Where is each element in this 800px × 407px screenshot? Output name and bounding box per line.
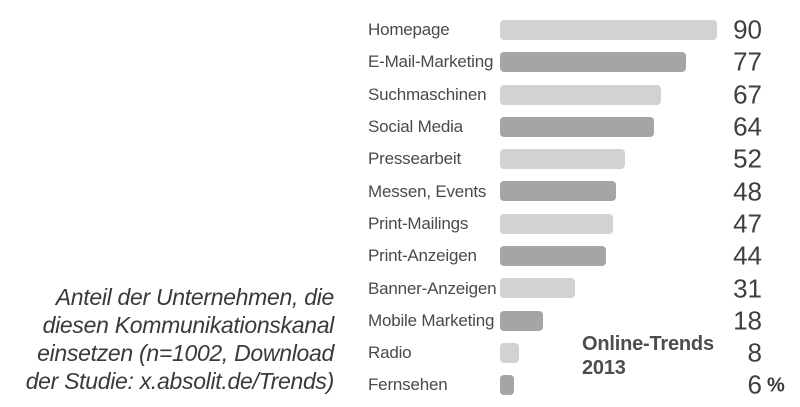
bar-row: Fernsehen 6% — [368, 369, 800, 401]
bar — [500, 213, 614, 234]
percent-unit-label: % — [767, 374, 785, 397]
bar-row: Pressearbeit 52 — [368, 143, 800, 175]
bar-label: Social Media — [368, 117, 463, 137]
bar-value-number: 48 — [733, 176, 762, 207]
bar-value: 52 — [726, 144, 762, 175]
bar-value-number: 67 — [733, 79, 762, 110]
bar-label: Pressearbeit — [368, 149, 462, 169]
caption-line: einsetzen (n=1002, Download — [37, 340, 334, 366]
trends-annotation-line1: Online-Trends — [582, 333, 714, 355]
bar-label: Messen, Events — [368, 181, 487, 201]
bar-row: Banner-Anzeigen 31 — [368, 272, 800, 304]
bar-value-number: 64 — [733, 111, 762, 142]
bar-row: Mobile Marketing 18 — [368, 305, 800, 337]
bar-value-number: 18 — [733, 305, 762, 336]
chart-caption: Anteil der Unternehmen, die diesen Kommu… — [0, 283, 335, 395]
bar-value-number: 31 — [733, 273, 762, 304]
bar-row: Suchmaschinen 67 — [368, 79, 800, 111]
bar-value-number: 6 — [747, 369, 762, 400]
bar-value: 67 — [726, 79, 762, 110]
bar-value: 64 — [726, 112, 762, 143]
bar — [500, 84, 662, 105]
bar-value: 90 — [726, 15, 762, 46]
bar-value: 8 — [726, 338, 762, 369]
caption-line: Anteil der Unternehmen, die — [55, 284, 335, 310]
bar-label: Print-Anzeigen — [368, 246, 477, 266]
bar-value: 48 — [726, 176, 762, 207]
bar — [500, 52, 686, 73]
bar-value: 6% — [726, 370, 785, 401]
bar-label: E-Mail-Marketing — [368, 52, 494, 72]
bar-row: E-Mail-Marketing 77 — [368, 46, 800, 78]
caption-line: der Studie: x.absolit.de/Trends) — [25, 368, 335, 394]
bar — [500, 342, 520, 363]
bar — [500, 246, 607, 267]
bar — [500, 181, 616, 202]
bar — [500, 375, 515, 396]
bar-value-number: 8 — [747, 337, 762, 368]
bar-row: Homepage 90 — [368, 14, 800, 46]
bar — [500, 116, 655, 137]
trends-annotation: Online-Trends 2013 — [582, 332, 714, 380]
bar-value-number: 44 — [733, 240, 762, 271]
bar-value: 18 — [726, 305, 762, 336]
bar — [500, 310, 544, 331]
bar — [500, 149, 626, 170]
bar-label: Mobile Marketing — [368, 310, 495, 330]
bar-row: Print-Anzeigen 44 — [368, 240, 800, 272]
bar-chart: Homepage 90 E-Mail-Marketing 77 Suchmasc… — [368, 14, 800, 402]
bar-value-number: 77 — [733, 46, 762, 77]
bar-label: Print-Mailings — [368, 213, 469, 233]
bar-label: Homepage — [368, 20, 450, 40]
bar — [500, 20, 717, 40]
bar-value: 47 — [726, 208, 762, 239]
bar-label: Radio — [368, 343, 412, 363]
bar — [500, 278, 575, 299]
bar-value: 44 — [726, 241, 762, 272]
caption-line: diesen Kommunikationskanal — [42, 312, 335, 338]
bar-value: 31 — [726, 273, 762, 304]
bar-row: Print-Mailings 47 — [368, 208, 800, 240]
bar-label: Suchmaschinen — [368, 84, 487, 104]
bar-value-number: 90 — [733, 14, 762, 45]
bar-value: 77 — [726, 47, 762, 78]
bar-label: Banner-Anzeigen — [368, 278, 497, 298]
bar-value-number: 52 — [733, 143, 762, 174]
trends-annotation-line2: 2013 — [582, 357, 626, 379]
bar-label: Fernsehen — [368, 375, 448, 395]
bar-row: Social Media 64 — [368, 111, 800, 143]
bar-value-number: 47 — [733, 208, 762, 239]
bar-row: Radio 8 — [368, 337, 800, 369]
bar-row: Messen, Events 48 — [368, 175, 800, 207]
